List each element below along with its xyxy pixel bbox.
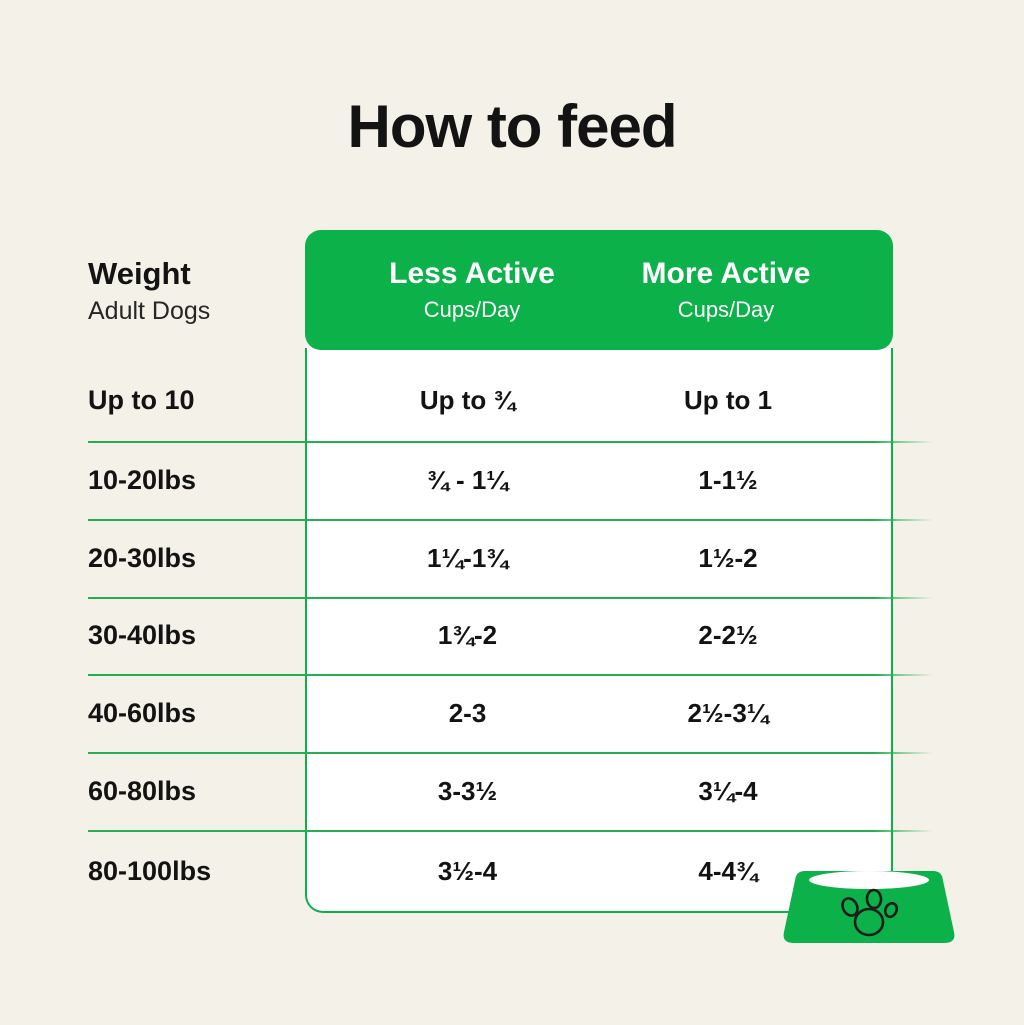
less-active-value: 1¼-1¾ bbox=[427, 543, 508, 573]
bowl-opening bbox=[809, 871, 929, 889]
weight-column-header: Weight Adult Dogs bbox=[88, 256, 210, 326]
weight-header-title: Weight bbox=[88, 256, 191, 291]
more-active-value: Up to 1 bbox=[683, 385, 773, 415]
more-active-value: 3¼-4 bbox=[698, 776, 758, 806]
dog-bowl-icon bbox=[783, 871, 955, 943]
more-active-value: 2-2½ bbox=[698, 620, 758, 650]
table-row: 40-60lbs 2-3 2½-3¼ bbox=[0, 689, 1024, 737]
more-active-value: 4-4¾ bbox=[698, 856, 758, 886]
less-active-sublabel: Cups/Day bbox=[423, 297, 521, 322]
more-active-value: 1-1½ bbox=[698, 465, 758, 495]
less-active-value: ¾ - 1¼ bbox=[427, 465, 508, 495]
less-active-value: 3½-4 bbox=[437, 856, 498, 886]
weight-label: 80-100lbs bbox=[88, 856, 212, 886]
less-active-value: 2-3 bbox=[448, 698, 487, 728]
table-row: Up to 10 Up to ¾ Up to 1 bbox=[0, 376, 1024, 424]
table-row: 10-20lbs ¾ - 1¼ 1-1½ bbox=[0, 456, 1024, 504]
row-separator-line bbox=[88, 441, 933, 443]
less-active-value: 3-3½ bbox=[437, 776, 498, 806]
more-active-label: More Active bbox=[641, 257, 811, 290]
table-header-bar: Less Active Cups/Day More Active Cups/Da… bbox=[305, 230, 893, 350]
table-row: 20-30lbs 1¼-1¾ 1½-2 bbox=[0, 534, 1024, 582]
weight-label: 20-30lbs bbox=[88, 543, 197, 573]
less-active-label: Less Active bbox=[389, 257, 555, 290]
column-header-less-active: Less Active Cups/Day bbox=[345, 257, 599, 323]
weight-label: 10-20lbs bbox=[88, 465, 197, 495]
weight-label: Up to 10 bbox=[88, 385, 195, 415]
table-row: 80-100lbs 3½-4 4-4¾ bbox=[0, 847, 1024, 895]
less-active-value: Up to ¾ bbox=[419, 385, 516, 415]
row-separator-line bbox=[88, 674, 933, 676]
column-header-more-active: More Active Cups/Day bbox=[599, 257, 853, 323]
weight-label: 30-40lbs bbox=[88, 620, 197, 650]
row-separator-line bbox=[88, 830, 933, 832]
weight-header-subtitle: Adult Dogs bbox=[88, 297, 211, 325]
row-separator-line bbox=[88, 752, 933, 754]
page-title: How to feed bbox=[347, 93, 678, 160]
more-active-sublabel: Cups/Day bbox=[677, 297, 775, 322]
weight-label: 60-80lbs bbox=[88, 776, 197, 806]
row-separator-line bbox=[88, 519, 933, 521]
paw-print-icon bbox=[841, 888, 899, 937]
less-active-value: 1¾-2 bbox=[437, 620, 498, 650]
table-row: 60-80lbs 3-3½ 3¼-4 bbox=[0, 767, 1024, 815]
row-separator-line bbox=[88, 597, 933, 599]
weight-label: 40-60lbs bbox=[88, 698, 197, 728]
more-active-value: 2½-3¼ bbox=[687, 698, 769, 728]
table-row: 30-40lbs 1¾-2 2-2½ bbox=[0, 611, 1024, 659]
more-active-value: 1½-2 bbox=[698, 543, 758, 573]
